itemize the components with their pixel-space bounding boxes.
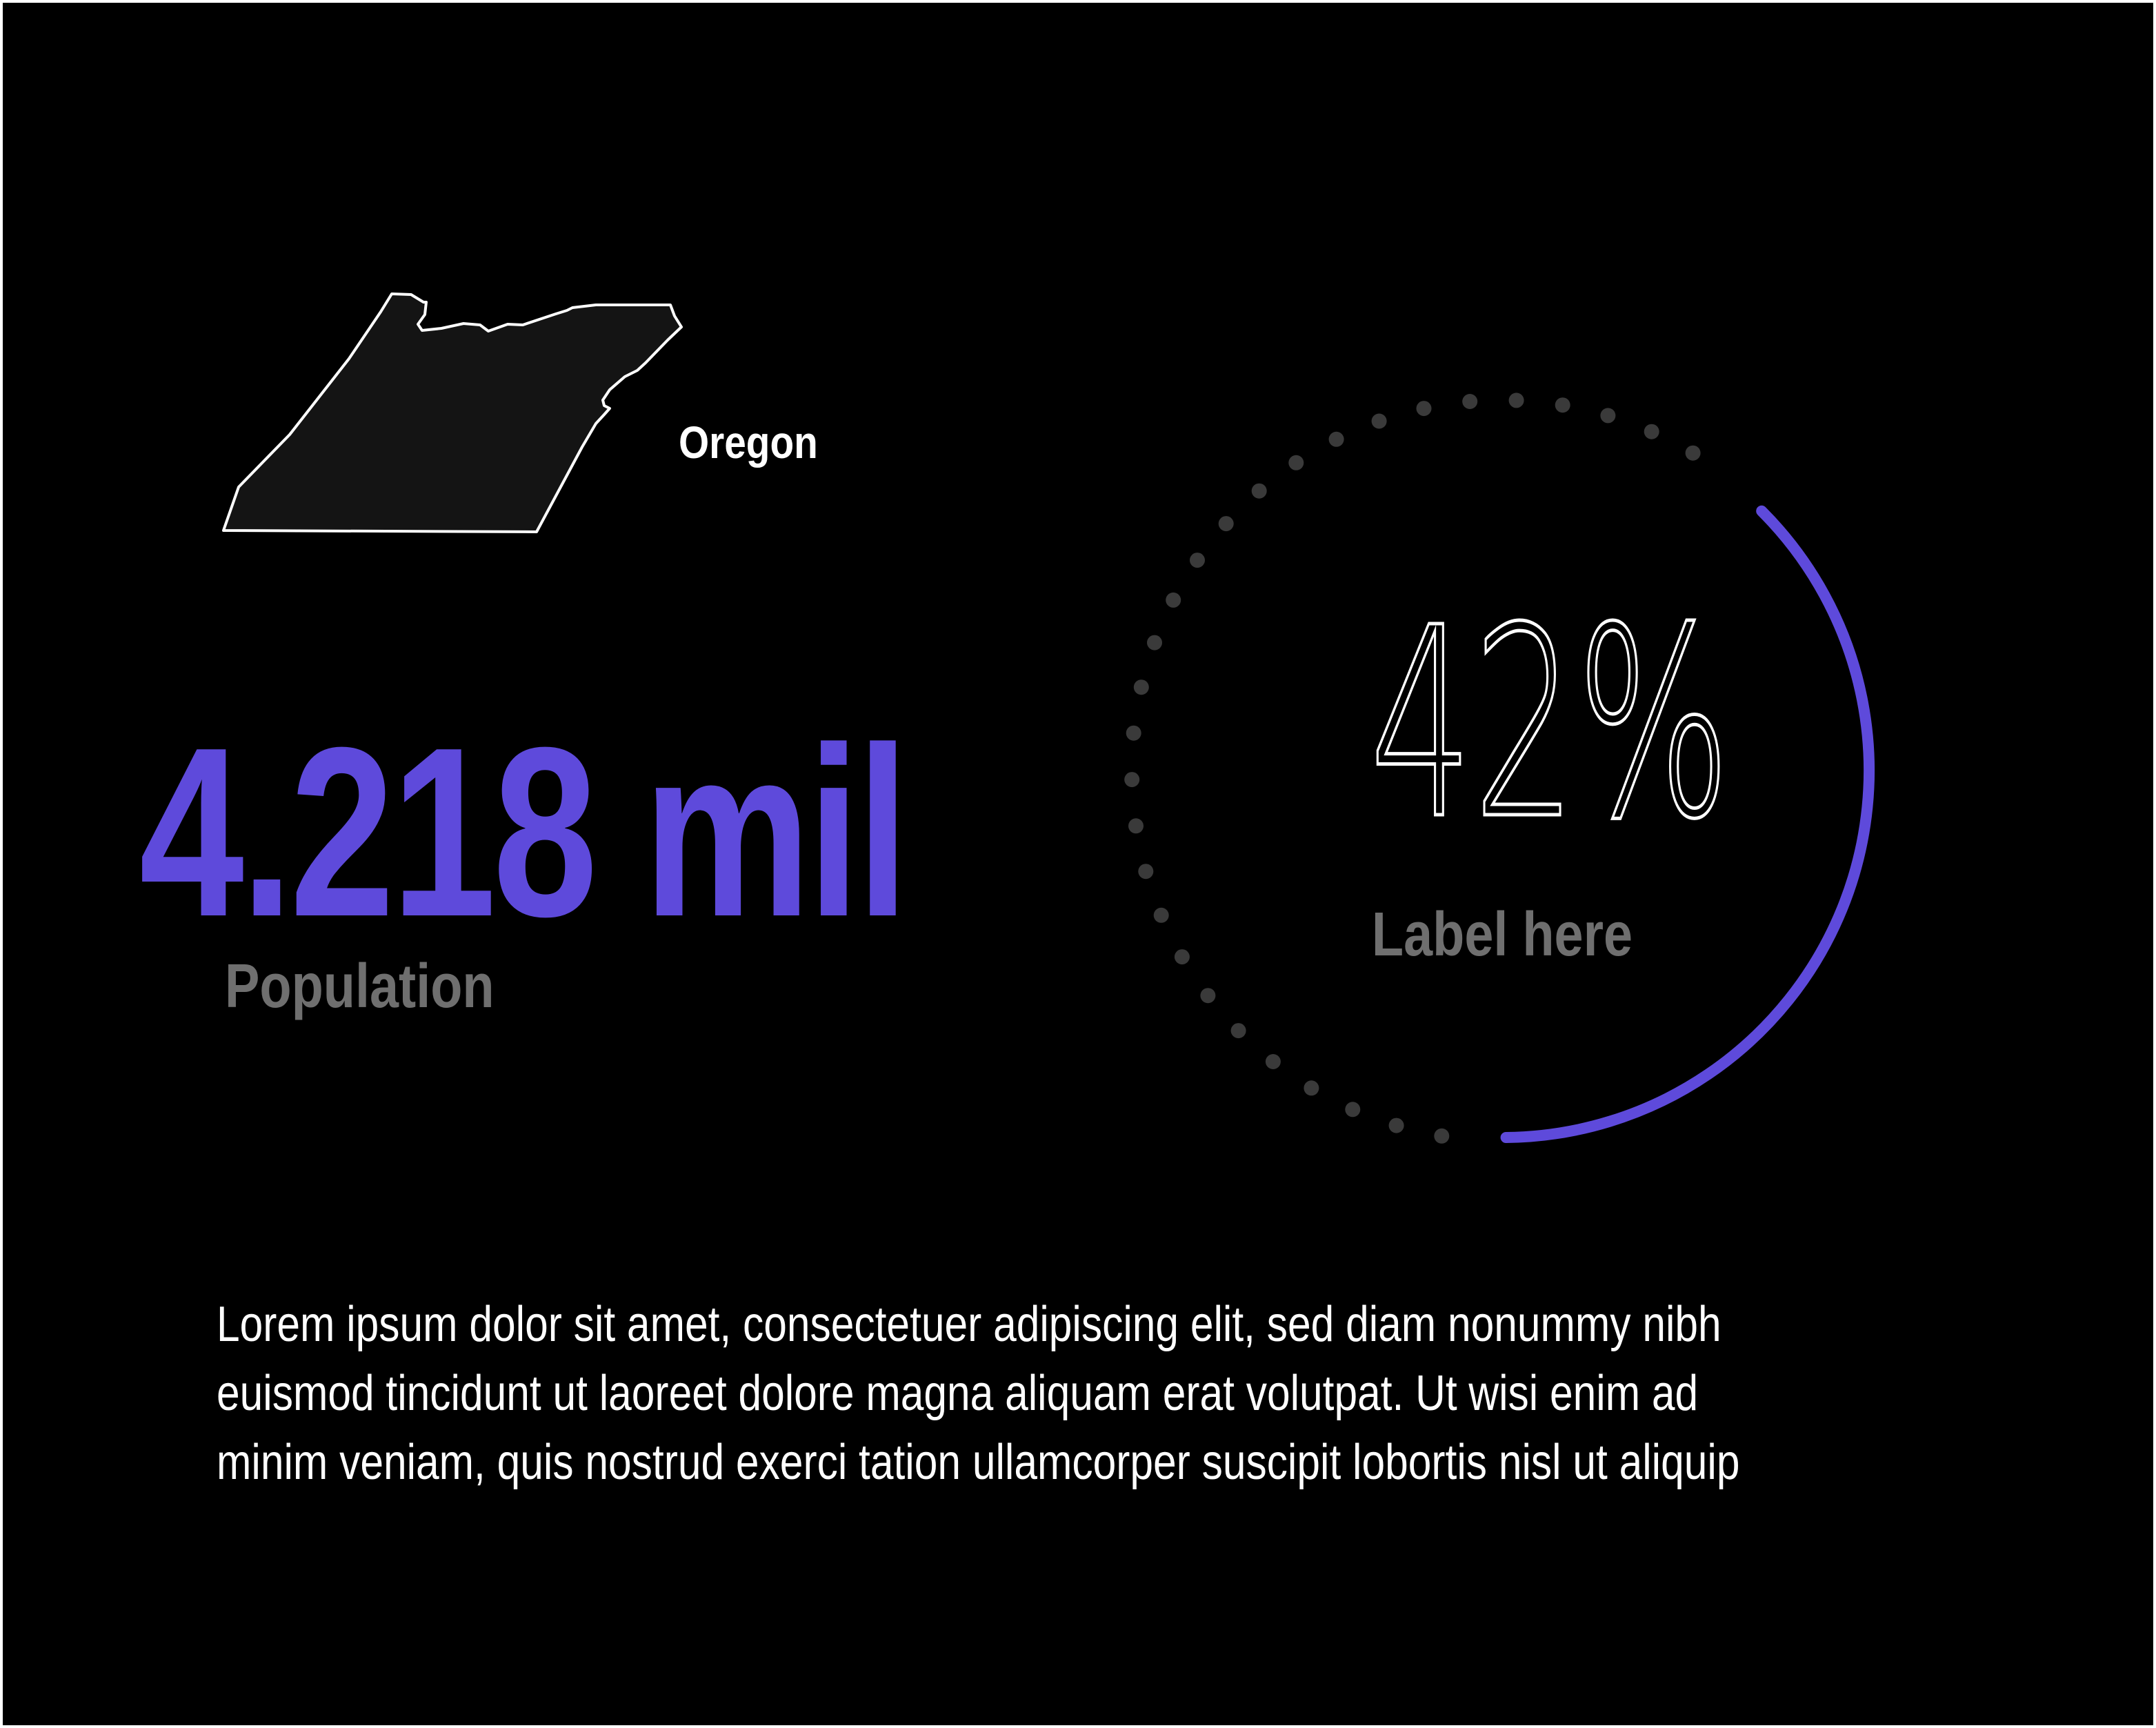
gauge-track-dot bbox=[1230, 1023, 1246, 1039]
gauge-track-dot bbox=[1304, 1080, 1319, 1096]
gauge-track-dot bbox=[1508, 393, 1524, 408]
gauge-track-dot bbox=[1190, 553, 1205, 568]
body-paragraph: Lorem ipsum dolor sit amet, consectetuer… bbox=[217, 1290, 1839, 1497]
gauge-track-dot bbox=[1126, 725, 1141, 741]
gauge-track-dots bbox=[1124, 393, 1701, 1144]
gauge-track-dot bbox=[1166, 592, 1181, 608]
gauge-track-dot bbox=[1600, 408, 1616, 424]
gauge-track-dot bbox=[1388, 1118, 1404, 1133]
gauge-track-dot bbox=[1345, 1102, 1361, 1118]
body-line: minim veniam, quis nostrud exerci tation… bbox=[217, 1435, 1740, 1490]
gauge-track-dot bbox=[1555, 397, 1570, 413]
gauge-track-dot bbox=[1251, 483, 1267, 499]
oregon-outline bbox=[222, 292, 683, 533]
gauge-track-dot bbox=[1128, 818, 1144, 834]
state-name: Oregon bbox=[679, 417, 818, 468]
gauge-track-dot bbox=[1138, 864, 1154, 880]
gauge-track-dot bbox=[1644, 424, 1659, 439]
gauge-track-dot bbox=[1174, 949, 1190, 965]
gauge-track-dot bbox=[1434, 1128, 1450, 1144]
gauge-label: Label here bbox=[1371, 900, 1633, 969]
gauge-track-dot bbox=[1153, 907, 1169, 923]
gauge-track-dot bbox=[1288, 455, 1304, 470]
gauge-track-dot bbox=[1265, 1054, 1281, 1069]
gauge-track-dot bbox=[1462, 394, 1478, 409]
population-label: Population bbox=[225, 952, 495, 1021]
body-line: Lorem ipsum dolor sit amet, consectetuer… bbox=[217, 1297, 1721, 1352]
gauge-track-dot bbox=[1685, 445, 1701, 461]
gauge-track-dot bbox=[1371, 413, 1387, 429]
gauge-track-dot bbox=[1416, 401, 1432, 417]
gauge-track-dot bbox=[1124, 772, 1140, 788]
population-value: 4.218 mil bbox=[139, 697, 909, 967]
gauge-track-dot bbox=[1147, 635, 1162, 651]
gauge-track-dot bbox=[1218, 516, 1234, 532]
gauge-track-dot bbox=[1133, 679, 1149, 695]
gauge-percent-value: 42% bbox=[1368, 571, 1732, 877]
body-line: euismod tincidunt ut laoreet dolore magn… bbox=[217, 1366, 1699, 1421]
gauge-track-dot bbox=[1200, 988, 1216, 1004]
gauge-track-dot bbox=[1328, 431, 1344, 447]
gauge-progress-arc bbox=[1500, 505, 1875, 1143]
